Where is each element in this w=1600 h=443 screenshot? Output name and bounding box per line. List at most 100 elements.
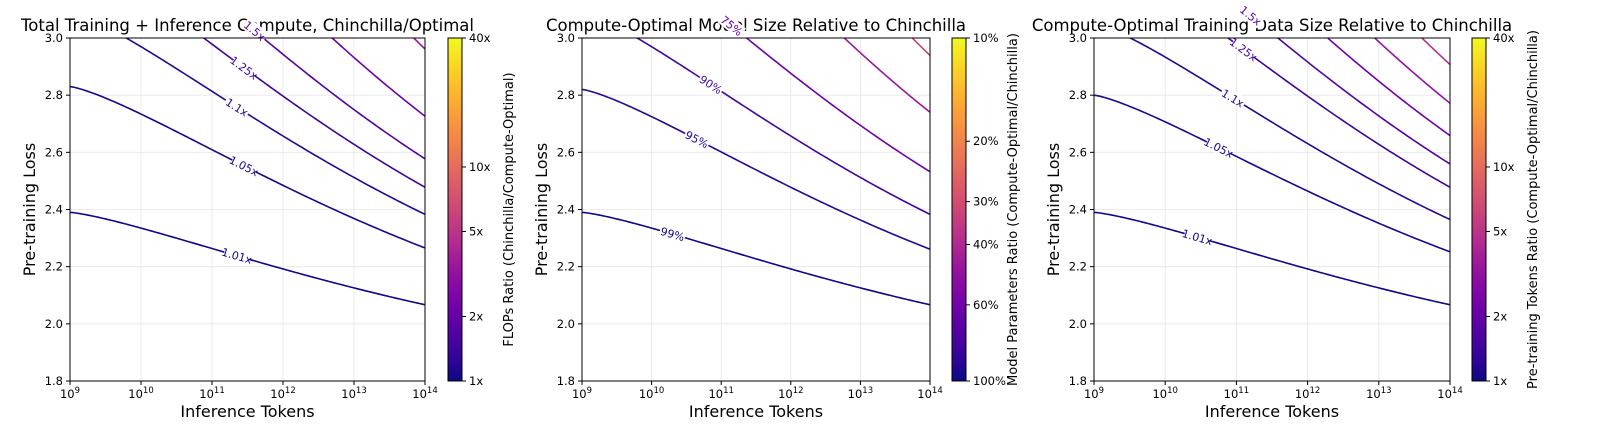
colorbar-label: Model Parameters Ratio (Compute-Optimal/…	[1006, 33, 1021, 386]
y-axis-label: Pre-training Loss	[20, 143, 39, 276]
contour-line	[635, 38, 930, 216]
contour-line	[1128, 38, 1450, 221]
contour-label-bg	[222, 245, 252, 266]
contour-lines	[582, 0, 930, 306]
contour-label: 1.01x	[220, 246, 254, 267]
x-tick-label: 1012	[778, 386, 803, 401]
colorbar-tick-label: 5x	[1493, 224, 1507, 238]
colorbar-tick-label: 40x	[469, 31, 491, 45]
y-tick-label: 2.8	[1069, 88, 1087, 102]
panel-flops-ratio: Total Training + Inference Compute, Chin…	[20, 0, 517, 421]
colorbar-label: FLOPs Ratio (Chinchilla/Compute-Optimal)	[502, 72, 517, 346]
colorbar: 10% 20% 30% 40% 60% 100% Model Parameters Rati…	[951, 31, 1021, 388]
contour-line	[1094, 94, 1450, 253]
y-axis-label: Pre-training Loss	[532, 143, 551, 276]
contour-lines	[1094, 38, 1450, 306]
contour-line	[582, 0, 930, 13]
y-tick-label: 2.0	[557, 317, 575, 331]
x-tick-label: 109	[60, 386, 80, 401]
y-tick-label: 2.6	[1069, 145, 1087, 159]
colorbar-tick-label: 10%	[973, 31, 999, 45]
x-tick-label: 1013	[848, 386, 873, 401]
contour-label-bg	[1229, 36, 1259, 63]
contour-label-bg	[265, 0, 294, 2]
y-tick-label: 1.8	[45, 374, 63, 388]
x-tick-label: 1012	[1295, 386, 1320, 401]
contour-label-bg	[1236, 1, 1266, 29]
colorbar-tick-label: 60%	[973, 298, 999, 312]
y-tick-label: 3.0	[1069, 31, 1087, 45]
contour-label: 1.25x	[1227, 35, 1260, 64]
y-tick-label: 3.0	[45, 31, 63, 45]
chart-title: Compute-Optimal Training Data Size Relat…	[1032, 16, 1512, 35]
contour-line	[843, 38, 930, 113]
y-tick-label: 1.8	[1069, 374, 1087, 388]
colorbar-tick-label: 2x	[469, 310, 483, 324]
colorbar-gradient	[951, 37, 967, 382]
x-tick-label: 1010	[639, 386, 664, 401]
contour-label: 1.05x	[1202, 135, 1236, 161]
x-tick-label: 109	[1084, 386, 1104, 401]
contour-line	[1094, 211, 1450, 306]
x-tick-label: 1014	[1437, 386, 1462, 401]
y-tick-label: 2.0	[1069, 317, 1087, 331]
colorbar: 1x 2x 5x 10x 40x Pre-training Tokens Ratio (C…	[1471, 30, 1541, 389]
colorbar-tick-label: 40%	[973, 237, 999, 251]
colorbar-tick-label: 10x	[469, 160, 491, 174]
y-tick-label: 2.2	[557, 260, 575, 274]
colorbar-tick-label: 1x	[469, 374, 483, 388]
y-tick-label: 2.6	[557, 145, 575, 159]
contour-label-bg	[229, 54, 259, 81]
x-tick-label: 109	[572, 386, 592, 401]
colorbar-label: Pre-training Tokens Ratio (Compute-Optim…	[1526, 30, 1541, 389]
y-axis: 1.8 2.0 2.2 2.4 2.6 2.8 3.0	[45, 31, 70, 388]
contour-label-bg	[222, 94, 252, 120]
contour-label: 1.01x	[1180, 227, 1214, 248]
colorbar-tick-label: 10x	[1493, 160, 1515, 174]
y-axis-label: Pre-training Loss	[1044, 143, 1063, 276]
panel-training-data: Compute-Optimal Training Data Size Relat…	[1032, 1, 1541, 421]
y-tick-label: 2.4	[557, 203, 575, 217]
colorbar-tick-label: 100%	[973, 374, 1006, 388]
x-axis-label: Inference Tokens	[689, 402, 823, 421]
y-tick-label: 1.8	[557, 374, 575, 388]
contour-line	[1226, 38, 1450, 188]
contour-line	[1276, 38, 1450, 165]
x-axis: 109 1010 1011 1012 1013 1014	[572, 381, 943, 401]
y-tick-label: 2.6	[45, 145, 63, 159]
x-axis-label: Inference Tokens	[1205, 402, 1339, 421]
colorbar-tick-label: 5x	[469, 224, 483, 238]
contour-label: 99%	[659, 225, 686, 244]
contour-label-bg	[658, 223, 687, 244]
contour-label: 1.05x	[227, 154, 261, 180]
y-tick-label: 2.0	[45, 317, 63, 331]
contour-label-bg	[240, 17, 270, 44]
panel-model-size: Compute-Optimal Model Size Relative to C…	[532, 0, 1021, 421]
x-axis-label: Inference Tokens	[180, 402, 314, 421]
contour-line	[261, 38, 425, 160]
colorbar-gradient	[1471, 37, 1487, 382]
contour-line	[582, 88, 930, 250]
gridlines	[1093, 37, 1451, 382]
contour-label-bg	[696, 71, 726, 97]
contour-label-bg	[229, 153, 259, 178]
contour-label-bg	[1204, 135, 1234, 159]
contour-label: 1.25x	[227, 54, 260, 83]
colorbar-tick-label: 30%	[973, 195, 999, 209]
x-tick-label: 1014	[917, 386, 942, 401]
y-tick-label: 2.8	[557, 88, 575, 102]
colorbar-gradient	[447, 37, 463, 382]
x-tick-label: 1011	[199, 386, 224, 401]
contour-line	[330, 38, 425, 117]
y-tick-label: 2.4	[45, 203, 63, 217]
y-tick-label: 2.8	[45, 88, 63, 102]
colorbar-tick-label: 2x	[1493, 310, 1507, 324]
y-tick-label: 2.2	[45, 260, 63, 274]
colorbar-tick-label: 40x	[1493, 31, 1515, 45]
y-axis: 1.8 2.0 2.2 2.4 2.6 2.8 3.0	[1069, 31, 1094, 388]
gridlines	[69, 37, 426, 382]
contour-line	[1326, 38, 1450, 137]
y-tick-label: 2.2	[1069, 260, 1087, 274]
